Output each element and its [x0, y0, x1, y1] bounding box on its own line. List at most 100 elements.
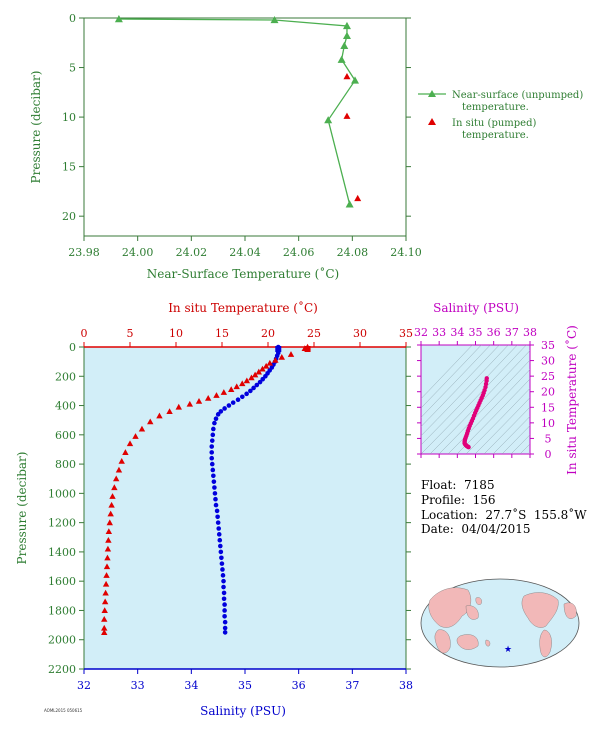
- density-contour-line: [421, 345, 527, 454]
- salinity-point: [244, 391, 249, 397]
- density-contour-line: [421, 345, 491, 418]
- salinity-tick-label: 35: [238, 679, 252, 692]
- salinity-point: [209, 455, 215, 461]
- salinity-point: [209, 461, 215, 467]
- top-y-tick-label: 15: [62, 161, 76, 174]
- temperature-point: [126, 440, 134, 447]
- density-contour-line: [421, 345, 473, 400]
- salinity-point: [221, 584, 226, 590]
- temperature-point: [205, 395, 212, 401]
- salinity-point: [214, 508, 220, 514]
- near-surface-temperature-point: [342, 31, 351, 40]
- ts-y-tick-label: 20: [541, 386, 555, 399]
- salinity-point: [212, 420, 217, 426]
- density-contour-line: [465, 388, 530, 454]
- temperature-point: [118, 457, 125, 464]
- density-contour-line: [510, 434, 530, 454]
- ts-x-tick-label: 34: [450, 326, 464, 339]
- ts-x-axis-label: Salinity (PSU): [433, 301, 519, 315]
- salinity-point: [222, 602, 227, 607]
- salinity-point: [254, 382, 260, 388]
- salinity-point: [219, 561, 225, 566]
- temperature-point: [101, 616, 108, 622]
- salinity-point: [209, 450, 215, 455]
- ts-point: [466, 444, 471, 450]
- salinity-point: [257, 379, 263, 385]
- temperature-point: [106, 519, 113, 526]
- pressure-tick-label: 600: [55, 429, 76, 442]
- salinity-point: [216, 526, 222, 531]
- top-x-tick-label: 23.98: [68, 246, 100, 259]
- temperature-point: [251, 371, 259, 378]
- salinity-point: [211, 426, 216, 432]
- top-x-tick-label: 24.00: [122, 246, 154, 259]
- salinity-point: [219, 555, 224, 561]
- near-surface-temperature-point: [324, 116, 333, 124]
- temperature-tick-label: 20: [261, 327, 275, 340]
- salinity-point: [260, 376, 266, 382]
- ts-x-tick-label: 36: [487, 326, 501, 339]
- density-contour-line: [421, 345, 482, 409]
- ts-y-tick-label: 0: [545, 448, 552, 461]
- temperature-point: [255, 368, 262, 375]
- near-surface-temperature-point: [340, 41, 349, 49]
- salinity-point: [263, 373, 268, 379]
- salinity-tick-label: 33: [131, 679, 145, 692]
- top-x-tick-label: 24.10: [390, 246, 422, 259]
- temperature-point: [101, 629, 108, 635]
- temperature-point: [278, 354, 285, 360]
- temperature-tick-label: 0: [81, 327, 88, 340]
- salinity-point: [218, 409, 224, 414]
- temperature-point: [262, 362, 270, 369]
- salinity-point: [218, 543, 223, 549]
- profile-plot-area: [83, 346, 407, 670]
- salinity-point: [226, 403, 232, 408]
- ts-y-tick-label: 30: [541, 355, 555, 368]
- salinity-point: [215, 520, 221, 525]
- in-situ-temperature-point: [354, 194, 362, 202]
- salinity-point: [212, 491, 218, 496]
- salinity-point: [217, 537, 223, 543]
- legend-label-near-surface: Near-surface (unpumped) temperature.: [452, 90, 583, 113]
- density-contour-line: [501, 425, 530, 454]
- temperature-tick-label: 30: [353, 327, 367, 340]
- pressure-tick-label: 1400: [48, 546, 76, 559]
- salinity-point: [230, 400, 236, 405]
- temperature-point: [243, 377, 251, 384]
- temperature-point: [132, 433, 139, 439]
- near-surface-temperature-point: [345, 200, 354, 208]
- pressure-tick-label: 1600: [48, 575, 76, 588]
- salinity-tick-label: 38: [399, 679, 413, 692]
- temperature-tick-label: 25: [307, 327, 321, 340]
- salinity-tick-label: 37: [345, 679, 359, 692]
- temperature-point: [103, 563, 111, 570]
- pressure-tick-label: 400: [55, 400, 76, 413]
- temperature-point: [233, 383, 240, 390]
- footer-code: AOML2015 050615: [44, 708, 83, 713]
- temperature-point: [195, 397, 203, 404]
- top-y-axis-label: Pressure (decibar): [29, 71, 43, 184]
- temperature-point: [138, 425, 146, 432]
- pressure-tick-label: 1000: [48, 487, 76, 500]
- legend-label-in-situ: In situ (pumped) temperature.: [452, 118, 536, 141]
- density-contour-line: [474, 397, 530, 454]
- float-id: Float: 7185: [421, 478, 495, 492]
- top-legend: Near-surface (unpumped) temperature. In s…: [418, 90, 583, 141]
- salinity-point: [210, 467, 216, 473]
- density-contour-line: [421, 345, 500, 427]
- temperature-point: [104, 554, 111, 561]
- temperature-point: [220, 389, 228, 395]
- location: Location: 27.7˚S 155.8˚W: [421, 508, 587, 522]
- salinity-point: [213, 496, 218, 502]
- pressure-tick-label: 1800: [48, 604, 76, 617]
- salinity-point: [222, 608, 227, 613]
- density-contour-line: [519, 443, 530, 454]
- pressure-tick-label: 200: [55, 370, 76, 383]
- top-x-tick-label: 24.08: [337, 246, 369, 259]
- ts-x-tick-label: 35: [469, 326, 483, 339]
- temperature-point: [108, 501, 115, 508]
- density-contour-line: [492, 416, 530, 454]
- in-situ-temperature-point: [343, 72, 351, 80]
- temperature-point: [104, 545, 112, 552]
